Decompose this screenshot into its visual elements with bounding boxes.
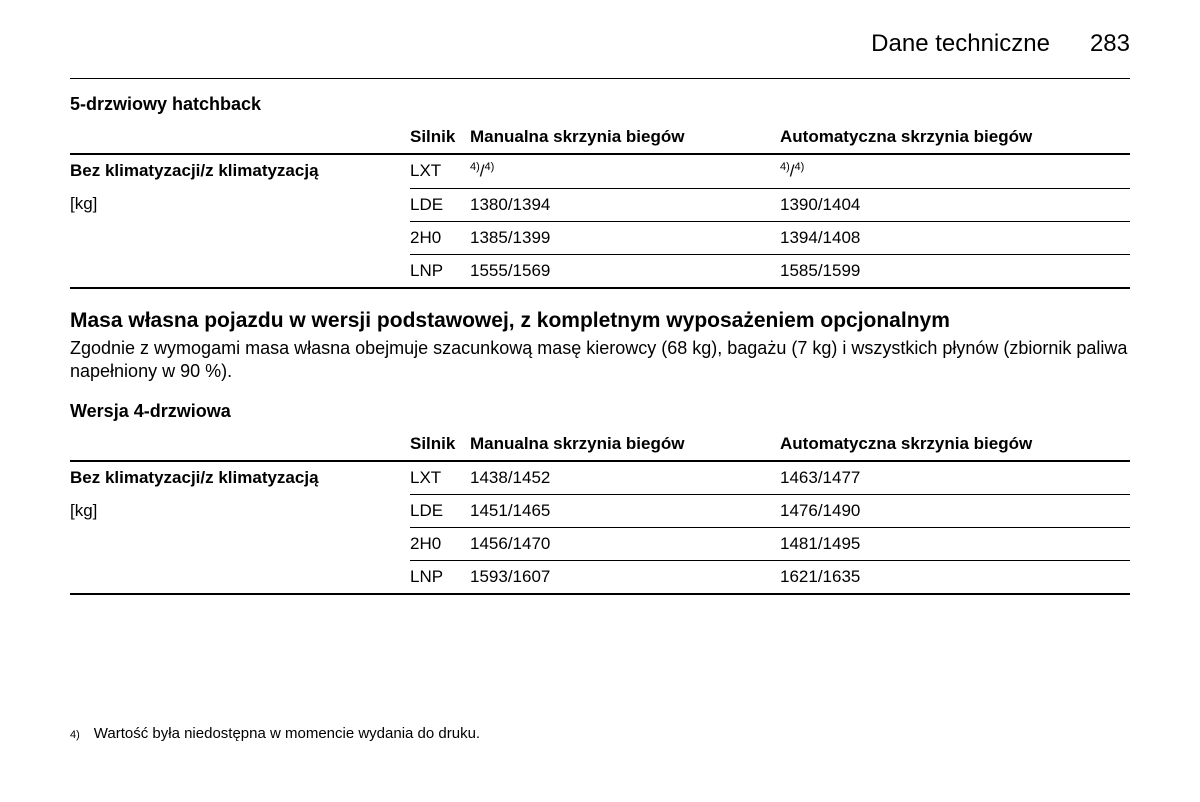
table1-caption: 5-drzwiowy hatchback: [70, 94, 1130, 115]
table1-manual: 1385/1399: [470, 221, 780, 254]
table-row: LNP1593/16071621/1635: [70, 561, 1130, 595]
table1-col-auto: Automatyczna skrzynia biegów: [780, 123, 1130, 154]
table-row: [kg]LDE1380/13941390/1404: [70, 188, 1130, 221]
table2-manual: 1451/1465: [470, 495, 780, 528]
table2-auto: 1621/1635: [780, 561, 1130, 595]
table1-header-row: Silnik Manualna skrzynia biegów Automaty…: [70, 123, 1130, 154]
table1-row-label: [kg]: [70, 188, 410, 221]
table1-auto: 4)/4): [780, 154, 1130, 188]
table2-col-auto: Automatyczna skrzynia biegów: [780, 430, 1130, 461]
table2-col-manual: Manualna skrzynia biegów: [470, 430, 780, 461]
table2-auto: 1476/1490: [780, 495, 1130, 528]
section-title: Dane techniczne: [871, 30, 1050, 58]
table2-manual: 1438/1452: [470, 461, 780, 495]
table2-row-label: Bez klimatyzacji/z klimatyzacją: [70, 461, 410, 495]
table2: Silnik Manualna skrzynia biegów Automaty…: [70, 430, 1130, 595]
footnote: 4) Wartość była niedostępna w momencie w…: [70, 725, 480, 742]
table2-manual: 1456/1470: [470, 528, 780, 561]
table1-engine: 2H0: [410, 221, 470, 254]
table-row: 2H01456/14701481/1495: [70, 528, 1130, 561]
footnote-text: Wartość była niedostępna w momencie wyda…: [94, 725, 480, 742]
table-row: [kg]LDE1451/14651476/1490: [70, 495, 1130, 528]
footnote-marker: 4): [70, 729, 80, 741]
table2-caption: Wersja 4-drzwiowa: [70, 401, 1130, 422]
header-rule: [70, 78, 1130, 79]
table2-engine: LNP: [410, 561, 470, 595]
table2-engine: LDE: [410, 495, 470, 528]
table2-manual: 1593/1607: [470, 561, 780, 595]
page-number: 283: [1090, 30, 1130, 58]
section2-heading: Masa własna pojazdu w wersji podstawowej…: [70, 309, 1130, 333]
table-row: Bez klimatyzacji/z klimatyzacjąLXT1438/1…: [70, 461, 1130, 495]
table1-manual: 1555/1569: [470, 254, 780, 288]
table1-row-label: Bez klimatyzacji/z klimatyzacją: [70, 154, 410, 188]
table2-col-label: [70, 430, 410, 461]
table2-row-label: [kg]: [70, 495, 410, 528]
table2-engine: 2H0: [410, 528, 470, 561]
table2-row-label: [70, 561, 410, 595]
table2-engine: LXT: [410, 461, 470, 495]
table1-auto: 1394/1408: [780, 221, 1130, 254]
table1-col-manual: Manualna skrzynia biegów: [470, 123, 780, 154]
table1-engine: LNP: [410, 254, 470, 288]
table2-auto: 1481/1495: [780, 528, 1130, 561]
table2-col-engine: Silnik: [410, 430, 470, 461]
table1-row-label: [70, 254, 410, 288]
table1-manual: 1380/1394: [470, 188, 780, 221]
table2-auto: 1463/1477: [780, 461, 1130, 495]
table2-header-row: Silnik Manualna skrzynia biegów Automaty…: [70, 430, 1130, 461]
table1-auto: 1585/1599: [780, 254, 1130, 288]
table-row: Bez klimatyzacji/z klimatyzacjąLXT4)/4)4…: [70, 154, 1130, 188]
table1-row-label: [70, 221, 410, 254]
table1-col-engine: Silnik: [410, 123, 470, 154]
table1-col-label: [70, 123, 410, 154]
table2-row-label: [70, 528, 410, 561]
table1: Silnik Manualna skrzynia biegów Automaty…: [70, 123, 1130, 289]
table1-engine: LDE: [410, 188, 470, 221]
page-header: Dane techniczne 283: [70, 30, 1130, 58]
section2-body: Zgodnie z wymogami masa własna obejmuje …: [70, 337, 1130, 384]
table-row: 2H01385/13991394/1408: [70, 221, 1130, 254]
table1-engine: LXT: [410, 154, 470, 188]
table1-auto: 1390/1404: [780, 188, 1130, 221]
table-row: LNP1555/15691585/1599: [70, 254, 1130, 288]
table1-manual: 4)/4): [470, 154, 780, 188]
